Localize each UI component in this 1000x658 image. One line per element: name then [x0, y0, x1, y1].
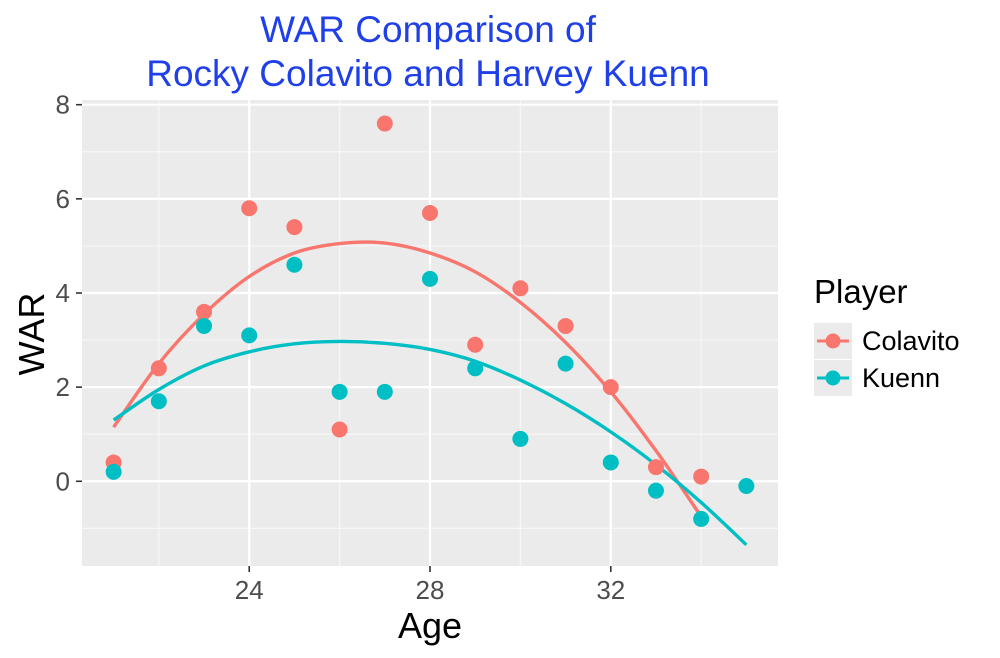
legend-label-kuenn: Kuenn — [862, 363, 940, 393]
chart-title-line-2: Rocky Colavito and Harvey Kuenn — [146, 53, 710, 94]
chart-title-line-1: WAR Comparison of — [260, 9, 597, 50]
legend: Player Colavito Kuenn — [814, 273, 960, 396]
point-colavito — [557, 317, 574, 334]
point-kuenn — [512, 430, 529, 447]
x-axis-title: Age — [398, 605, 462, 646]
point-colavito — [693, 468, 710, 485]
y-tick-label: 0 — [56, 466, 70, 496]
point-kuenn — [422, 270, 438, 287]
point-colavito — [196, 303, 213, 320]
point-kuenn — [150, 393, 167, 410]
point-colavito — [376, 115, 393, 132]
point-kuenn — [557, 355, 574, 372]
legend-label-colavito: Colavito — [862, 326, 960, 356]
point-kuenn — [738, 477, 755, 494]
y-tick-label: 8 — [56, 90, 70, 120]
legend-title: Player — [814, 273, 908, 310]
point-kuenn — [647, 482, 664, 499]
fit-line-kuenn — [112, 339, 748, 547]
point-colavito — [150, 360, 167, 377]
point-colavito — [512, 280, 529, 297]
x-tick-label: 24 — [235, 575, 264, 605]
legend-marker-colavito — [825, 333, 841, 349]
point-kuenn — [196, 317, 213, 334]
point-kuenn — [105, 463, 122, 480]
point-kuenn — [693, 510, 710, 527]
data-points — [105, 115, 755, 527]
point-colavito — [467, 336, 484, 353]
y-tick-label: 6 — [56, 184, 70, 214]
point-kuenn — [376, 383, 393, 400]
point-colavito — [647, 459, 664, 476]
x-tick-label: 32 — [596, 575, 625, 605]
y-tick-label: 2 — [56, 372, 70, 402]
y-axis-title: WAR — [11, 293, 52, 376]
y-tick-label: 4 — [56, 278, 70, 308]
legend-marker-kuenn — [825, 370, 841, 386]
point-kuenn — [286, 256, 303, 273]
axis-ticks — [76, 103, 612, 572]
point-kuenn — [602, 454, 619, 471]
point-colavito — [286, 219, 303, 236]
point-colavito — [241, 200, 258, 217]
point-kuenn — [331, 383, 348, 400]
x-tick-label: 28 — [416, 575, 445, 605]
point-colavito — [602, 379, 619, 396]
point-colavito — [422, 204, 438, 221]
point-kuenn — [467, 360, 484, 377]
point-kuenn — [241, 327, 258, 344]
point-colavito — [331, 421, 348, 438]
